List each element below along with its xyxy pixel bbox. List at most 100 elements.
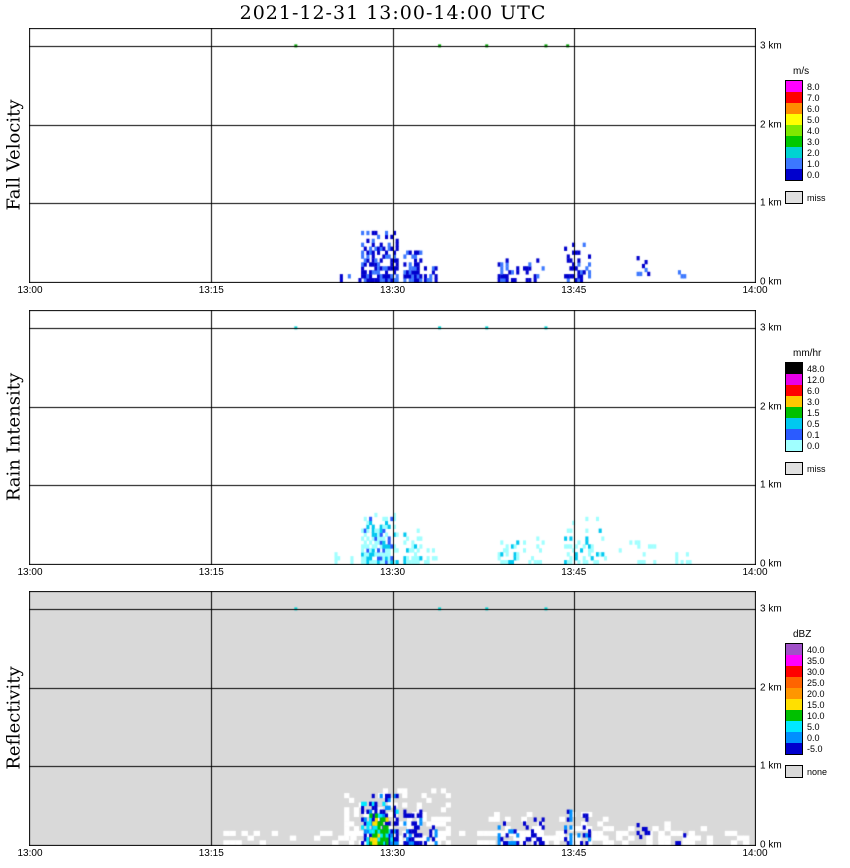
colorbar-reflectivity: dBZ 40.0 35.0 30.0 25.0 20.0 15.0 10.0 5.0 0.0 -5.… <box>785 591 849 868</box>
time-tick-label: 13:45 <box>561 848 587 859</box>
colorbar-tick-label: 0.0 <box>807 169 820 180</box>
time-tick-label: 14:00 <box>742 285 768 296</box>
colorbar <box>785 362 803 452</box>
colorbar-tick-label: 1.0 <box>807 158 820 169</box>
colorbar-units: dBZ <box>793 629 812 640</box>
time-axis-ticks: 13:00 13:15 13:30 13:45 14:00 <box>0 285 810 299</box>
height-tick-label: 0 km <box>760 558 782 570</box>
height-tick-label: 2 km <box>760 401 782 413</box>
colorbar-missing-swatch <box>785 462 803 475</box>
colorbar-missing-swatch <box>785 765 803 778</box>
colorbar-segment <box>786 666 802 677</box>
time-axis-ticks: 13:00 13:15 13:30 13:45 14:00 <box>0 848 810 862</box>
colorbar-tick-label: 25.0 <box>807 677 825 688</box>
rain-intensity-heatmap <box>29 310 756 565</box>
colorbar-segment <box>786 363 802 374</box>
colorbar-segment <box>786 81 802 92</box>
colorbar-missing-label: miss <box>807 192 826 203</box>
ylabel-fall-velocity: Fall Velocity <box>3 99 25 211</box>
colorbar-segment <box>786 743 802 754</box>
colorbar-tick-label: 5.0 <box>807 114 820 125</box>
colorbar-segment <box>786 732 802 743</box>
panel-reflectivity: Reflectivity 13:00 13:15 13:30 13:45 14:00 0… <box>0 591 850 868</box>
colorbar-segment <box>786 385 802 396</box>
panel-rain-intensity: Rain Intensity 13:00 13:15 13:30 13:45 14:00… <box>0 310 850 588</box>
time-tick-label: 13:00 <box>17 848 43 859</box>
height-tick-label: 1 km <box>760 479 782 491</box>
time-axis-ticks: 13:00 13:15 13:30 13:45 14:00 <box>0 567 810 581</box>
colorbar-tick-label: 0.0 <box>807 732 820 743</box>
height-axis-labels: 0 km 1 km 2 km 3 km <box>760 28 820 290</box>
colorbar-tick-label: 48.0 <box>807 363 825 374</box>
reflectivity-heatmap <box>29 591 756 846</box>
colorbar <box>785 80 803 181</box>
time-tick-label: 13:15 <box>198 285 224 296</box>
colorbar-tick-label: 0.0 <box>807 440 820 451</box>
colorbar-fall-velocity: m/s 8.0 7.0 6.0 5.0 4.0 3.0 2.0 1.0 0.0 miss <box>785 28 849 306</box>
colorbar-missing-swatch <box>785 191 803 204</box>
colorbar-tick-label: 4.0 <box>807 125 820 136</box>
colorbar-segment <box>786 429 802 440</box>
time-tick-label: 13:00 <box>17 285 43 296</box>
colorbar-segment <box>786 407 802 418</box>
time-tick-label: 13:45 <box>561 567 587 578</box>
colorbar <box>785 643 803 755</box>
colorbar-segment <box>786 440 802 451</box>
height-tick-label: 3 km <box>760 603 782 615</box>
colorbar-segment <box>786 147 802 158</box>
colorbar-segment <box>786 418 802 429</box>
time-tick-label: 13:15 <box>198 848 224 859</box>
height-tick-label: 0 km <box>760 276 782 288</box>
colorbar-rain-intensity: mm/hr 48.0 12.0 6.0 3.0 1.5 0.5 0.1 0.0 miss <box>785 310 849 588</box>
time-tick-label: 13:00 <box>17 567 43 578</box>
colorbar-segment <box>786 721 802 732</box>
colorbar-segment <box>786 136 802 147</box>
colorbar-tick-label: 2.0 <box>807 147 820 158</box>
colorbar-tick-label: 3.0 <box>807 396 820 407</box>
colorbar-tick-label: 20.0 <box>807 688 825 699</box>
colorbar-segment <box>786 114 802 125</box>
colorbar-segment <box>786 688 802 699</box>
time-tick-label: 13:45 <box>561 285 587 296</box>
height-axis-labels: 0 km 1 km 2 km 3 km <box>760 591 820 853</box>
height-tick-label: 0 km <box>760 839 782 851</box>
colorbar-segment <box>786 396 802 407</box>
time-tick-label: 13:30 <box>379 567 406 578</box>
colorbar-segment <box>786 655 802 666</box>
colorbar-missing-label: none <box>807 766 828 777</box>
colorbar-tick-label: 12.0 <box>807 374 825 385</box>
time-tick-label: 14:00 <box>742 848 768 859</box>
colorbar-tick-label: 40.0 <box>807 644 825 655</box>
colorbar-segment <box>786 92 802 103</box>
colorbar-tick-label: 0.5 <box>807 418 820 429</box>
fall-velocity-heatmap <box>29 28 756 283</box>
colorbar-segment <box>786 374 802 385</box>
height-axis-labels: 0 km 1 km 2 km 3 km <box>760 310 820 572</box>
height-tick-label: 3 km <box>760 322 782 334</box>
colorbar-tick-label: 8.0 <box>807 81 820 92</box>
height-tick-label: 3 km <box>760 40 782 52</box>
colorbar-tick-label: 15.0 <box>807 699 825 710</box>
panel-fall-velocity: Fall Velocity 13:00 13:15 13:30 13:45 14:00 … <box>0 28 850 306</box>
colorbar-segment <box>786 677 802 688</box>
colorbar-tick-label: 3.0 <box>807 136 820 147</box>
height-tick-label: 1 km <box>760 760 782 772</box>
colorbar-tick-label: 6.0 <box>807 385 820 396</box>
colorbar-segment <box>786 125 802 136</box>
height-tick-label: 1 km <box>760 197 782 209</box>
colorbar-tick-label: 7.0 <box>807 92 820 103</box>
height-tick-label: 2 km <box>760 682 782 694</box>
time-tick-label: 13:30 <box>379 285 406 296</box>
colorbar-segment <box>786 103 802 114</box>
time-tick-label: 13:30 <box>379 848 406 859</box>
time-tick-label: 13:15 <box>198 567 224 578</box>
page-title: 2021-12-31 13:00-14:00 UTC <box>239 2 547 24</box>
colorbar-segment <box>786 158 802 169</box>
colorbar-tick-label: 1.5 <box>807 407 820 418</box>
ylabel-rain-intensity: Rain Intensity <box>3 372 25 502</box>
colorbar-units: mm/hr <box>793 348 822 359</box>
colorbar-tick-label: -5.0 <box>807 743 823 754</box>
colorbar-missing-label: miss <box>807 463 826 474</box>
colorbar-units: m/s <box>793 66 810 77</box>
